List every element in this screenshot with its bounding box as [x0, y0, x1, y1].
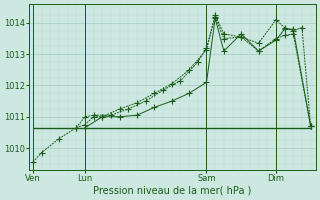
X-axis label: Pression niveau de la mer( hPa ): Pression niveau de la mer( hPa )	[93, 186, 252, 196]
